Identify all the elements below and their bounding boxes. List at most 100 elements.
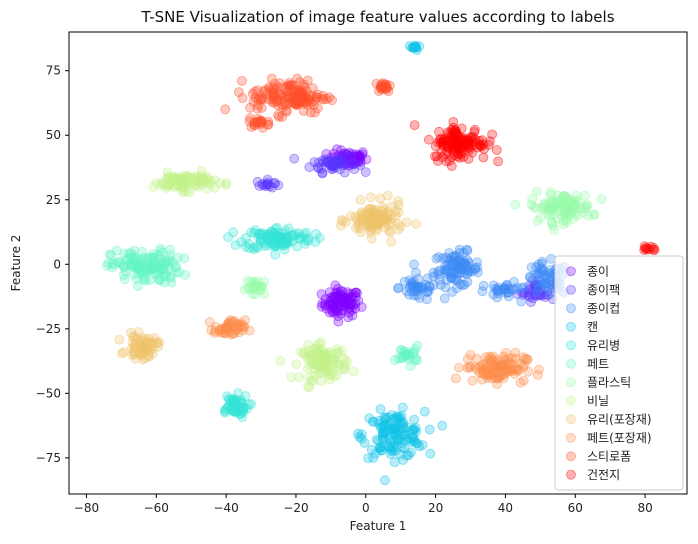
legend-marker xyxy=(566,377,576,388)
data-point xyxy=(125,327,136,338)
y-tick-label: −25 xyxy=(36,322,61,336)
data-point xyxy=(165,244,176,255)
data-point xyxy=(268,82,279,93)
data-point xyxy=(138,266,149,277)
data-point xyxy=(366,233,377,244)
data-point xyxy=(471,353,482,364)
data-point xyxy=(294,372,305,383)
data-point xyxy=(395,345,406,355)
legend-marker xyxy=(566,284,576,295)
data-point xyxy=(485,358,496,369)
data-point xyxy=(393,199,404,210)
data-point xyxy=(496,360,507,370)
data-point xyxy=(450,373,461,384)
data-point xyxy=(414,293,425,303)
data-point xyxy=(363,453,374,464)
data-point xyxy=(272,235,283,246)
data-point xyxy=(405,433,416,444)
data-point xyxy=(221,328,231,339)
data-point xyxy=(248,244,259,255)
y-tick-label: 25 xyxy=(46,193,61,207)
data-point xyxy=(421,294,432,305)
data-point xyxy=(589,209,600,220)
data-point xyxy=(411,218,422,229)
data-point xyxy=(325,299,336,310)
legend-label: 비닐 xyxy=(587,394,609,408)
data-point xyxy=(440,282,451,293)
data-point xyxy=(424,424,435,435)
data-point xyxy=(397,402,408,413)
data-point xyxy=(233,87,244,97)
data-point xyxy=(356,433,367,444)
data-point xyxy=(418,283,429,294)
data-point xyxy=(128,332,138,343)
data-point xyxy=(365,227,376,238)
data-point xyxy=(326,354,337,365)
data-point xyxy=(340,355,351,366)
data-point xyxy=(159,271,170,282)
data-point xyxy=(375,193,386,204)
series-3-points xyxy=(393,244,571,307)
data-point xyxy=(380,414,391,425)
data-point xyxy=(305,107,316,118)
data-point xyxy=(488,280,499,291)
legend-label: 플라스틱 xyxy=(587,375,631,389)
data-point xyxy=(237,76,247,86)
data-point xyxy=(390,211,401,222)
data-point xyxy=(114,334,125,345)
data-point xyxy=(117,348,127,359)
data-point xyxy=(141,338,152,349)
data-point xyxy=(279,244,290,255)
data-point xyxy=(259,241,270,251)
data-point xyxy=(290,92,301,103)
data-point xyxy=(246,399,257,410)
data-point xyxy=(422,273,433,284)
data-point xyxy=(579,190,590,201)
data-point xyxy=(355,160,366,171)
data-point xyxy=(402,433,413,444)
data-point xyxy=(375,404,386,415)
data-point xyxy=(113,256,123,267)
data-point xyxy=(393,418,404,429)
x-tick-label: −60 xyxy=(144,501,169,515)
data-point xyxy=(294,233,304,244)
data-point xyxy=(185,187,195,198)
legend-label: 캔 xyxy=(587,320,598,334)
legend-label: 유리병 xyxy=(587,338,620,352)
data-point xyxy=(174,267,185,278)
data-point xyxy=(354,223,365,234)
legend-label: 종이 xyxy=(587,264,609,278)
data-point xyxy=(459,268,470,279)
data-point xyxy=(543,203,554,214)
data-point xyxy=(300,97,311,108)
data-point xyxy=(253,228,264,239)
data-point xyxy=(228,227,239,238)
data-point xyxy=(491,145,502,155)
data-point xyxy=(455,138,466,149)
data-point xyxy=(243,282,254,293)
data-point xyxy=(355,194,366,205)
y-tick-label: 75 xyxy=(46,64,61,78)
data-point xyxy=(345,297,356,308)
data-point xyxy=(326,292,336,303)
data-point xyxy=(457,280,468,291)
data-point xyxy=(327,306,338,317)
x-tick-label: 40 xyxy=(498,501,513,515)
data-point xyxy=(150,259,161,269)
data-point xyxy=(102,260,112,271)
data-point xyxy=(253,94,264,105)
data-point xyxy=(444,155,455,166)
data-point xyxy=(411,426,422,437)
legend-label: 건전지 xyxy=(587,468,620,482)
legend-marker xyxy=(566,266,576,277)
data-point xyxy=(509,368,520,379)
data-point xyxy=(317,168,328,179)
data-point xyxy=(560,191,570,202)
data-point xyxy=(273,227,284,238)
series-8-points xyxy=(148,165,359,393)
data-point xyxy=(204,317,215,327)
data-point xyxy=(371,209,381,220)
legend-label: 스티로폼 xyxy=(587,449,631,463)
data-point xyxy=(315,361,326,372)
